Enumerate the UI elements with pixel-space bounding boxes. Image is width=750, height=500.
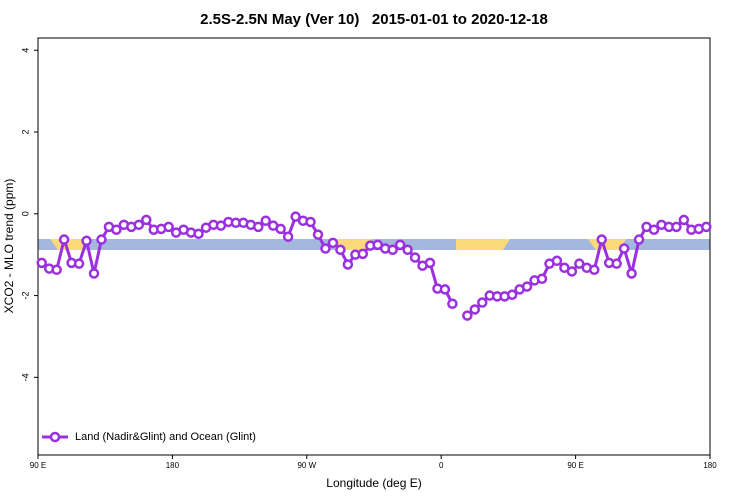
data-point <box>36 257 47 269</box>
x-tick-label: 0 <box>439 461 444 470</box>
data-point <box>357 248 369 260</box>
data-point <box>678 214 690 226</box>
data-point <box>387 244 398 256</box>
data-point <box>260 215 271 226</box>
legend-marker <box>49 431 61 443</box>
data-point <box>626 268 637 279</box>
data-point <box>409 252 421 263</box>
y-tick-label: 4 <box>20 48 30 53</box>
x-tick-label: 90 E <box>567 461 583 470</box>
data-point <box>335 244 346 256</box>
data-point <box>96 234 107 245</box>
x-tick-label: 180 <box>166 461 180 470</box>
y-axis-label: XCO2 - MLO trend (ppm) <box>2 179 16 314</box>
data-point <box>81 235 92 247</box>
data-point <box>88 268 100 279</box>
data-point <box>402 244 413 256</box>
data-point <box>394 239 406 251</box>
data-point <box>618 243 630 254</box>
data-point <box>633 234 645 245</box>
legend-label: Land (Nadir&Glint) and Ocean (Glint) <box>75 431 256 443</box>
data-point <box>551 255 563 267</box>
data-point <box>648 224 660 235</box>
data-point <box>447 298 458 309</box>
data-point <box>73 258 85 269</box>
y-tick-label: 2 <box>20 130 30 135</box>
legend: Land (Nadir&Glint) and Ocean (Glint) <box>42 431 256 443</box>
data-point <box>462 310 473 321</box>
chart-title: 2.5S-2.5N May (Ver 10) 2015-01-01 to 202… <box>200 11 548 28</box>
x-axis-label: Longitude (deg E) <box>326 476 421 490</box>
data-point <box>611 258 622 269</box>
data-point <box>574 258 585 269</box>
data-point <box>141 214 152 226</box>
data-point <box>305 216 316 228</box>
data-point <box>163 221 174 233</box>
data-point <box>477 297 488 308</box>
data-point <box>469 304 481 315</box>
data-point <box>589 264 600 276</box>
y-tick-label: -2 <box>20 292 30 300</box>
data-point <box>342 259 354 270</box>
data-point <box>253 221 264 233</box>
data-point <box>327 237 339 249</box>
data-point <box>596 234 607 245</box>
data-point <box>58 234 70 245</box>
data-point <box>566 266 578 277</box>
data-point <box>51 264 62 276</box>
x-tick-label: 90 E <box>30 461 46 470</box>
plot-frame <box>37 37 711 456</box>
data-point <box>506 289 518 300</box>
data-point <box>521 281 533 292</box>
data-point <box>424 257 436 269</box>
data-point <box>275 223 286 235</box>
data-point <box>536 273 548 285</box>
data-point <box>282 231 294 242</box>
data-point <box>439 284 451 295</box>
y-tick-label: -4 <box>20 373 30 381</box>
data-point <box>701 221 712 233</box>
data-point <box>133 219 145 231</box>
data-point <box>312 229 324 240</box>
data-point <box>320 243 331 254</box>
land-band <box>50 239 86 250</box>
y-tick-label: 0 <box>20 211 30 216</box>
data-point <box>193 228 204 240</box>
data-point <box>290 211 301 222</box>
land-band <box>456 239 510 250</box>
x-tick-label: 90 W <box>297 461 316 470</box>
x-tick-label: 180 <box>703 461 717 470</box>
data-point <box>671 221 682 233</box>
data-point <box>111 224 122 235</box>
